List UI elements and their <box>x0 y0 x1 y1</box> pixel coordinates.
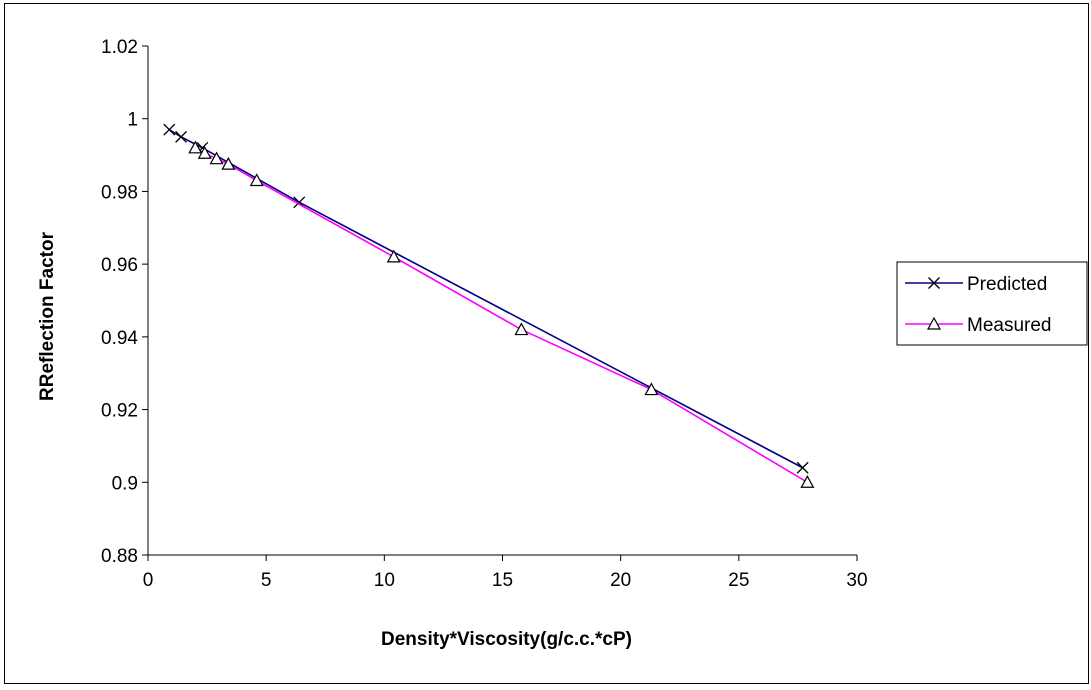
data-point <box>197 146 212 159</box>
legend-box <box>896 261 1088 346</box>
y-tick-label: 0.98 <box>101 182 138 203</box>
y-tick-label: 0.92 <box>101 401 138 422</box>
series-predicted <box>163 123 809 474</box>
y-axis-title: RReflection Factor <box>37 231 58 401</box>
x-tick-label: 5 <box>261 570 272 591</box>
series-line <box>194 147 808 483</box>
x-tick-label: 15 <box>492 570 513 591</box>
data-point <box>209 151 224 165</box>
y-tick-label: 1.02 <box>101 37 138 58</box>
legend-label: Measured <box>967 315 1052 336</box>
chart-svg: 0.88 0.9 0.92 0.94 0.96 0.98 1 1.02 0 5 10 15 20 25 30… <box>37 37 1088 650</box>
data-point <box>249 173 264 187</box>
y-tick-label: 0.94 <box>101 328 138 349</box>
x-marker-stroke <box>928 277 940 289</box>
data-point <box>796 461 809 474</box>
axes: 0.88 0.9 0.92 0.94 0.96 0.98 1 1.02 0 5 10 15 20 25 30 <box>101 37 868 591</box>
x-marker-stroke <box>293 196 306 209</box>
data-point <box>175 130 188 143</box>
legend-marker <box>928 277 940 289</box>
legend: Predicted Measured <box>896 261 1088 346</box>
x-marker-stroke <box>163 123 176 136</box>
data-point <box>386 249 401 263</box>
data-point <box>644 382 659 396</box>
y-tick-label: 0.96 <box>101 255 138 276</box>
chart-frame: 0.88 0.9 0.92 0.94 0.96 0.98 1 1.02 0 5 10 15 20 25 30… <box>4 3 1089 684</box>
y-tick-label: 1 <box>127 110 138 131</box>
x-marker-stroke <box>175 130 188 143</box>
x-marker-stroke <box>796 461 809 474</box>
data-point <box>221 156 236 170</box>
data-point <box>514 322 529 336</box>
data-point <box>188 140 203 154</box>
x-tick-label: 10 <box>374 570 395 591</box>
x-tick-label: 30 <box>846 570 867 591</box>
legend-entry-measured: Measured <box>905 315 1052 336</box>
y-tick-label: 0.9 <box>112 473 138 494</box>
data-point <box>800 475 815 488</box>
legend-label: Predicted <box>967 274 1047 295</box>
series-measured <box>188 140 815 488</box>
x-axis-title: Density*Viscosity(g/c.c.*cP) <box>381 629 632 650</box>
series-layer <box>163 123 815 488</box>
series-line <box>168 128 804 469</box>
x-tick-label: 20 <box>610 570 631 591</box>
legend-marker <box>926 316 942 330</box>
x-tick-label: 25 <box>728 570 749 591</box>
x-tick-label: 0 <box>143 570 154 591</box>
data-point <box>163 123 176 136</box>
y-tick-label: 0.88 <box>101 546 138 567</box>
legend-entry-predicted: Predicted <box>905 274 1047 295</box>
